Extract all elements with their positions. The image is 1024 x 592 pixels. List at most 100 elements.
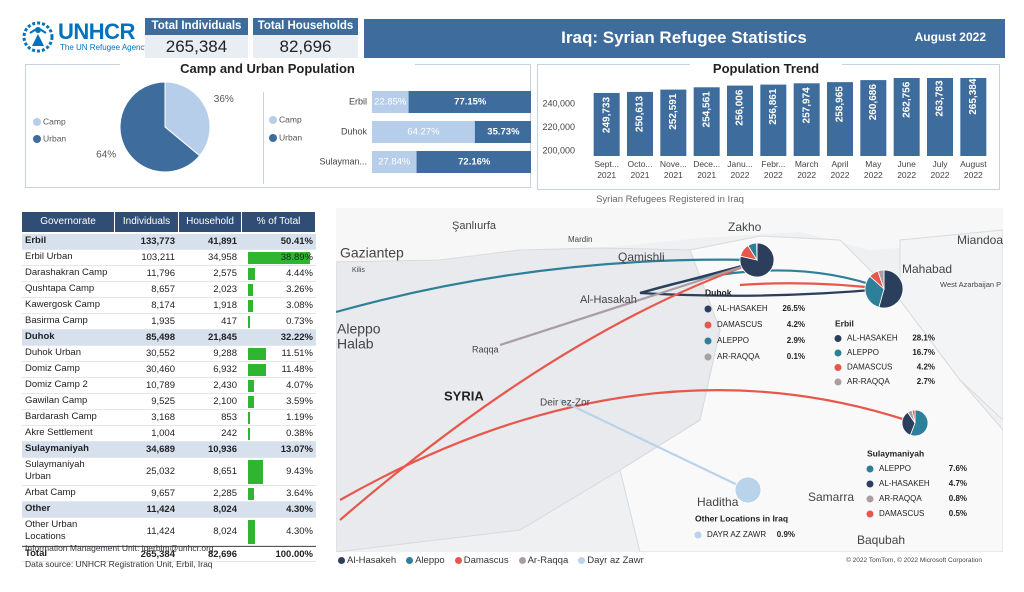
bar-value-label: 256,006 [735,89,746,126]
map-pie-slice [909,409,929,437]
pct-bar [248,460,264,484]
legend-swatch [269,134,277,142]
callout-value: 4.7% [949,479,967,488]
legend-swatch [518,557,526,564]
pct-bar [248,364,267,376]
bar-segment [416,151,531,173]
bar [693,87,720,156]
footer-contact: Information Management Unit: iqerbim@unh… [25,543,214,553]
legend-label: Urban [43,133,66,143]
x-tick-label: Febr... 2022 [761,159,786,180]
pct-bar [248,284,254,296]
cell-pct: 9.43% [286,466,313,477]
bar [860,80,887,156]
legend-swatch [33,118,41,126]
callout-value: 26.5% [782,304,805,313]
callout-swatch [704,321,712,329]
cell-households: 21,845 [207,332,237,343]
page-date: August 2022 [914,30,986,44]
cell-individuals: 3,168 [151,412,175,423]
bar-value-label: 22.85% [374,97,407,108]
x-tick-label: Nove... 2021 [659,159,687,180]
cell-pct: 3.59% [286,396,313,407]
legend-label: Damascus [463,555,509,566]
cell-name: Other Urban Locations [25,519,78,542]
x-tick-label: Dece... 2021 [693,159,721,180]
place-label: Al-Hasakah [580,294,637,306]
legend-label: Urban [279,132,302,142]
bar-segment [408,91,531,113]
cell-pct: 1.19% [286,412,313,423]
bar-segment [474,121,531,143]
cell-pct: 38.89% [280,252,313,263]
cell-name: Bardarash Camp [25,411,97,422]
legend-swatch [33,135,41,143]
legend-label: Aleppo [415,555,445,566]
cell-households: 6,932 [213,364,237,375]
panel-title: Camp and Urban Population [120,61,415,76]
bar-value-label: 257,974 [801,87,812,124]
bar-value-label: 27.84% [378,157,411,168]
cell-pct: 32.22% [280,332,313,343]
bar-value-label: 263,783 [935,80,946,117]
legend-swatch [269,116,277,124]
place-label: Baqubah [857,533,905,547]
cell-individuals: 11,424 [146,526,175,537]
place-label: West Azarbaijan P [940,280,1001,289]
flow [639,287,885,297]
title-bar [364,19,1005,58]
callout-name: ALEPPO [717,336,749,345]
callout-swatch [704,353,712,361]
table-row: Qushtapa Camp 8,657 2,023 3.26% [22,282,316,298]
cell-individuals: 30,552 [145,348,175,359]
cell-pct: 0.38% [286,428,313,439]
land-syria [336,247,721,552]
callout-value: 16.7% [912,348,935,357]
stacked-bar-chart: Erbil 22.85% 77.15% Duhok 64.27% 35.73% Sulaym… [269,91,531,173]
map-pie-slice [877,269,885,290]
callout-value: 4.2% [917,363,935,372]
callout-name: AL-HASAKEH [879,479,930,488]
legend-label: Ar-Raqqa [527,555,569,566]
cell-name: Other [25,503,51,514]
callout-name: ALEPPO [847,348,879,357]
bar-segment [372,121,475,143]
bar [893,78,920,156]
callout-title: Erbil [835,318,854,328]
cell-pct: 4.30% [286,504,313,515]
x-tick-label: Janu... 2022 [727,159,753,180]
cell-pct: 4.30% [286,526,313,537]
pct-bar [248,488,254,500]
x-tick-label: August 2022 [960,159,987,180]
cell-households: 2,430 [213,380,237,391]
cell-individuals: 25,032 [145,466,175,477]
flow [336,258,758,314]
table-row: Sulaymaniyah Urban 25,032 8,651 9.43% [22,458,316,486]
table-row: Akre Settlement 1,004 242 0.38% [22,426,316,442]
cell-households: 10,936 [207,444,237,455]
legend-item: Aleppo [406,555,445,566]
legend-label: Dayr az Zawr [587,555,644,566]
cell-name: Duhok [25,331,55,342]
pct-bar [248,396,254,408]
legend-swatch [578,557,586,564]
callout-title: Other Locations in Iraq [695,513,788,523]
cell-individuals: 85,498 [145,332,175,343]
table-row: Bardarash Camp 3,168 853 1.19% [22,410,316,426]
x-tick-label: Sept... 2021 [594,159,619,180]
cell-pct: 50.41% [280,236,313,247]
bar-value-label: 260,686 [868,84,879,121]
bar-value-label: 254,561 [701,91,712,128]
pie-slice [164,81,211,157]
flows [336,258,916,521]
table-row: Total 265,384 82,696 100.00% [22,546,316,562]
logo-emblem [22,21,54,53]
category-label: Duhok [341,126,368,136]
cell-households: 2,285 [213,488,237,499]
cell-households: 417 [221,316,237,327]
table-row: Kawergosk Camp 8,174 1,918 3.08% [22,298,316,314]
pct-bar [248,412,250,424]
place-label: Halab [337,336,374,352]
pie-label: 64% [96,149,116,160]
table-row: Erbil Urban 103,211 34,958 38.89% [22,250,316,266]
